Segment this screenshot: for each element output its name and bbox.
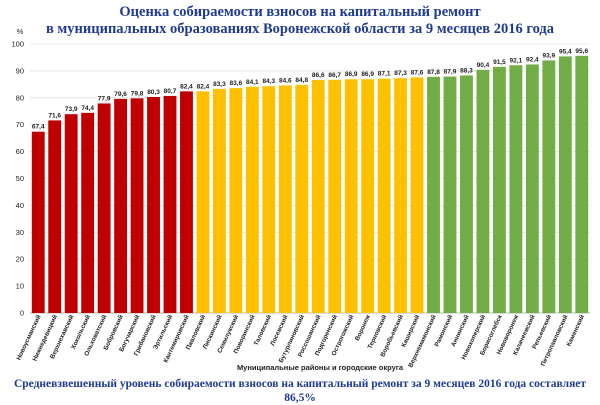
bar-value-label-27: 88,3	[460, 67, 473, 74]
chart-title-line-2: в муниципальных образованиях Воронежской…	[45, 21, 555, 37]
chart-title-line-1: Оценка собираемости взносов на капитальн…	[119, 4, 481, 20]
bar-9	[163, 95, 177, 314]
bar-17	[295, 84, 309, 313]
bar-value-label-16: 84,6	[279, 77, 292, 84]
bar-value-label-5: 77,9	[98, 95, 111, 102]
bar-13	[229, 88, 243, 313]
chart-footer-note: Средневзвешенный уровень собираемости вз…	[13, 378, 587, 404]
bar-value-label-8: 80,3	[147, 89, 160, 96]
bar-25	[427, 76, 440, 314]
bar-10	[180, 91, 193, 314]
bar-value-label-24: 87,6	[411, 69, 424, 76]
bar-19	[328, 79, 342, 313]
bar-value-label-31: 92,4	[526, 56, 539, 63]
bar-2	[48, 120, 62, 314]
bar-value-label-18: 86,6	[312, 72, 325, 79]
bar-value-label-26: 87,9	[444, 69, 457, 76]
y-tick-label-100: 100	[11, 40, 24, 49]
bar-value-label-15: 84,3	[262, 78, 275, 85]
y-tick-label-0: 0	[20, 309, 24, 318]
bar-27	[460, 75, 473, 314]
bar-26	[443, 76, 457, 313]
bar-value-label-21: 86,9	[361, 71, 374, 78]
bar-value-label-4: 74,4	[81, 105, 94, 112]
bar-7	[130, 98, 144, 313]
bar-value-label-34: 95,6	[575, 48, 588, 55]
bar-23	[394, 78, 408, 314]
bar-24	[410, 77, 424, 313]
bar-21	[361, 79, 375, 313]
bar-value-label-9: 80,7	[164, 88, 177, 95]
bar-value-label-2: 71,6	[48, 112, 61, 119]
bar-value-label-10: 82,4	[180, 83, 193, 90]
bar-6	[114, 98, 128, 313]
y-tick-label-50: 50	[16, 174, 24, 183]
bar-1	[31, 131, 45, 313]
bar-value-label-3: 73,9	[65, 106, 78, 113]
bar-value-label-19: 86,7	[328, 72, 341, 79]
x-tick-label-21: Воронеж	[354, 313, 372, 342]
bar-value-label-29: 91,5	[493, 59, 506, 66]
bar-value-label-7: 79,8	[131, 90, 144, 97]
bar-value-label-32: 93,9	[542, 52, 555, 59]
bar-value-label-1: 67,4	[32, 124, 45, 131]
bar-33	[558, 56, 572, 314]
bar-12	[212, 88, 226, 313]
bar-value-label-17: 84,8	[295, 77, 308, 84]
y-tick-label-70: 70	[16, 120, 24, 129]
bar-value-label-23: 87,3	[394, 70, 407, 77]
bar-value-label-25: 87,8	[427, 69, 440, 76]
bar-value-label-11: 82,4	[197, 83, 210, 90]
bar-value-label-28: 90,4	[477, 62, 490, 69]
bar-16	[278, 85, 292, 314]
bar-5	[97, 103, 111, 313]
y-tick-label-60: 60	[16, 147, 24, 156]
bar-value-label-33: 95,4	[559, 48, 572, 55]
bar-34	[575, 55, 589, 313]
bar-22	[377, 78, 391, 314]
y-axis-title: %	[17, 27, 24, 36]
bar-28	[476, 69, 490, 313]
bar-15	[262, 86, 276, 313]
bar-30	[509, 65, 523, 313]
y-tick-label-20: 20	[16, 255, 24, 264]
bar-31	[525, 64, 539, 313]
y-tick-label-90: 90	[16, 66, 24, 75]
bar-29	[492, 66, 506, 314]
y-tick-label-80: 80	[16, 93, 24, 102]
y-tick-label-30: 30	[16, 228, 24, 237]
bar-14	[245, 86, 259, 314]
bar-18	[311, 80, 325, 314]
bar-value-label-30: 92,1	[510, 57, 523, 64]
bar-value-label-12: 83,3	[213, 81, 226, 88]
bar-4	[81, 112, 95, 313]
bar-20	[344, 79, 358, 313]
chart-title: Оценка собираемости взносов на капитальн…	[0, 4, 600, 38]
bar-11	[196, 91, 210, 314]
bar-value-label-22: 87,1	[378, 71, 391, 78]
bar-value-label-20: 86,9	[345, 71, 358, 78]
bar-32	[542, 60, 556, 314]
bar-3	[64, 114, 78, 313]
bar-value-label-13: 83,6	[230, 80, 243, 87]
bar-value-label-6: 79,6	[114, 91, 127, 98]
x-axis-title: Муниципальные районы и городские округа	[237, 363, 404, 372]
bar-value-label-14: 84,1	[246, 79, 259, 86]
y-tick-label-10: 10	[16, 282, 24, 291]
bar-8	[147, 96, 160, 313]
y-tick-label-40: 40	[16, 201, 24, 210]
